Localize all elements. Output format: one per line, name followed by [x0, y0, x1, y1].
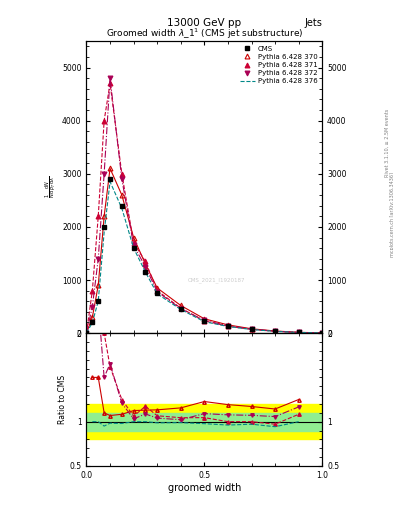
- Pythia 6.428 371: [96, 213, 101, 219]
- Pythia 6.428 371: [226, 323, 230, 329]
- Legend: CMS, Pythia 6.428 370, Pythia 6.428 371, Pythia 6.428 372, Pythia 6.428 376: CMS, Pythia 6.428 370, Pythia 6.428 371,…: [238, 45, 319, 86]
- Pythia 6.428 376: [143, 269, 148, 275]
- Pythia 6.428 371: [202, 318, 207, 324]
- Pythia 6.428 371: [108, 80, 112, 87]
- Pythia 6.428 372: [178, 306, 183, 312]
- CMS: [273, 328, 277, 334]
- CMS: [90, 319, 95, 326]
- Pythia 6.428 376: [84, 330, 89, 336]
- Pythia 6.428 371: [119, 170, 124, 177]
- Pythia 6.428 370: [143, 261, 148, 267]
- Pythia 6.428 372: [296, 329, 301, 335]
- CMS: [296, 329, 301, 335]
- Pythia 6.428 376: [102, 229, 107, 236]
- Pythia 6.428 376: [296, 329, 301, 335]
- Y-axis label: Ratio to CMS: Ratio to CMS: [58, 375, 67, 424]
- Pythia 6.428 372: [143, 264, 148, 270]
- Pythia 6.428 376: [90, 319, 95, 326]
- Pythia 6.428 370: [155, 285, 160, 291]
- CMS: [155, 290, 160, 296]
- Pythia 6.428 372: [226, 323, 230, 329]
- Pythia 6.428 371: [90, 288, 95, 294]
- CMS: [226, 323, 230, 329]
- CMS: [84, 330, 89, 336]
- Text: Jets: Jets: [305, 18, 322, 28]
- Pythia 6.428 371: [273, 328, 277, 334]
- Pythia 6.428 370: [90, 314, 95, 321]
- Pythia 6.428 370: [131, 234, 136, 241]
- Pythia 6.428 372: [202, 317, 207, 324]
- Pythia 6.428 372: [90, 304, 95, 310]
- CMS: [102, 224, 107, 230]
- Pythia 6.428 371: [143, 259, 148, 265]
- Pythia 6.428 371: [178, 305, 183, 311]
- Pythia 6.428 370: [108, 165, 112, 172]
- Pythia 6.428 376: [249, 327, 254, 333]
- Pythia 6.428 370: [226, 322, 230, 328]
- Pythia 6.428 371: [296, 329, 301, 335]
- Text: CMS_2021_I1920187: CMS_2021_I1920187: [187, 278, 245, 283]
- CMS: [108, 176, 112, 182]
- CMS: [249, 326, 254, 332]
- CMS: [96, 298, 101, 304]
- Pythia 6.428 376: [131, 245, 136, 251]
- Line: Pythia 6.428 370: Pythia 6.428 370: [84, 166, 325, 335]
- Pythia 6.428 370: [84, 330, 89, 336]
- Text: mcplots.cern.ch [arXiv:1306.3436]: mcplots.cern.ch [arXiv:1306.3436]: [390, 173, 393, 258]
- Text: Rivet 3.1.10, ≥ 2.5M events: Rivet 3.1.10, ≥ 2.5M events: [385, 109, 389, 178]
- Pythia 6.428 376: [178, 306, 183, 312]
- Pythia 6.428 371: [249, 326, 254, 332]
- Pythia 6.428 370: [249, 326, 254, 332]
- Pythia 6.428 370: [296, 329, 301, 335]
- Pythia 6.428 376: [96, 298, 101, 304]
- Pythia 6.428 376: [226, 324, 230, 330]
- Pythia 6.428 370: [102, 213, 107, 219]
- Pythia 6.428 371: [102, 118, 107, 124]
- Pythia 6.428 370: [96, 282, 101, 288]
- Pythia 6.428 371: [155, 288, 160, 294]
- Pythia 6.428 372: [320, 330, 325, 336]
- Pythia 6.428 372: [119, 176, 124, 182]
- Pythia 6.428 372: [273, 328, 277, 334]
- CMS: [202, 318, 207, 325]
- CMS: [131, 245, 136, 251]
- Pythia 6.428 371: [131, 240, 136, 246]
- Line: CMS: CMS: [84, 177, 325, 335]
- Pythia 6.428 372: [131, 242, 136, 248]
- Pythia 6.428 372: [84, 330, 89, 336]
- CMS: [178, 306, 183, 312]
- Pythia 6.428 372: [102, 170, 107, 177]
- Pythia 6.428 372: [108, 75, 112, 81]
- Pythia 6.428 370: [119, 192, 124, 198]
- Text: 13000 GeV pp: 13000 GeV pp: [167, 18, 241, 28]
- Pythia 6.428 371: [84, 330, 89, 336]
- Pythia 6.428 370: [178, 303, 183, 309]
- CMS: [143, 269, 148, 275]
- CMS: [119, 203, 124, 209]
- X-axis label: groomed width: groomed width: [168, 482, 241, 493]
- Pythia 6.428 370: [273, 328, 277, 334]
- CMS: [320, 330, 325, 336]
- Pythia 6.428 372: [249, 326, 254, 332]
- Y-axis label: $\frac{1}{\mathrm{N}}\frac{\mathrm{d}N}{\mathrm{d}\,p_T\,\mathrm{d}\lambda}$: $\frac{1}{\mathrm{N}}\frac{\mathrm{d}N}{…: [44, 176, 59, 198]
- Pythia 6.428 372: [155, 289, 160, 295]
- Line: Pythia 6.428 376: Pythia 6.428 376: [86, 182, 322, 333]
- Pythia 6.428 376: [202, 318, 207, 325]
- Pythia 6.428 370: [202, 316, 207, 322]
- Line: Pythia 6.428 371: Pythia 6.428 371: [84, 81, 325, 335]
- Pythia 6.428 376: [108, 179, 112, 185]
- Pythia 6.428 376: [155, 291, 160, 297]
- Pythia 6.428 371: [320, 330, 325, 336]
- Pythia 6.428 372: [96, 255, 101, 262]
- Pythia 6.428 370: [320, 330, 325, 336]
- Pythia 6.428 376: [320, 330, 325, 336]
- Pythia 6.428 376: [273, 328, 277, 334]
- Pythia 6.428 376: [119, 205, 124, 211]
- Title: Groomed width $\lambda\_1^1$ (CMS jet substructure): Groomed width $\lambda\_1^1$ (CMS jet su…: [106, 27, 303, 41]
- Line: Pythia 6.428 372: Pythia 6.428 372: [84, 76, 325, 335]
